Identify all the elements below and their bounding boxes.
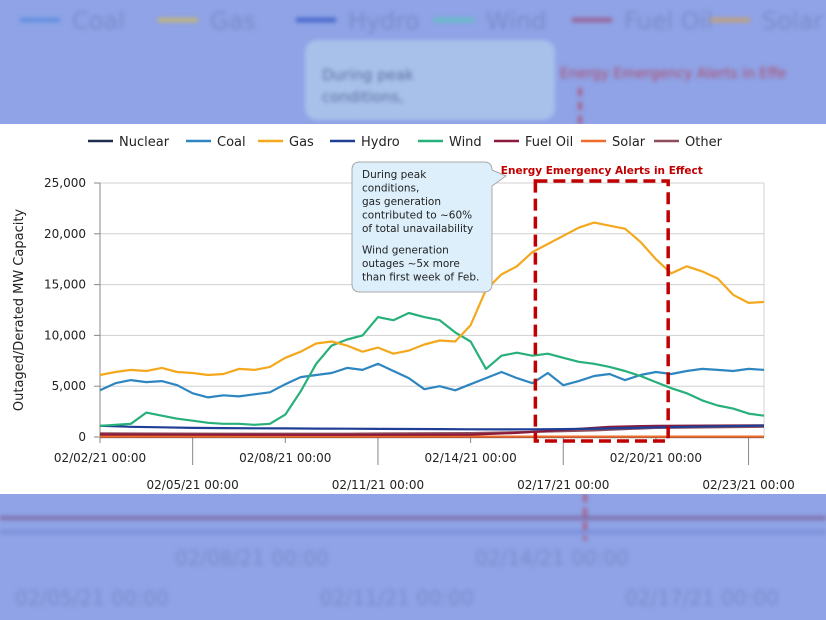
legend-item-label: Hydro — [361, 135, 400, 150]
bg-legend-label: Wind — [486, 7, 546, 35]
legend-item-label: Other — [685, 135, 723, 150]
bg-tick-label: 02/14/21 00:00 — [475, 546, 629, 570]
outage-chart: 0 5,000 10,000 15,000 20,000 25,000 02/02/21 0… — [12, 135, 795, 492]
bg-legend-label: Gas — [210, 7, 256, 35]
callout-line: than first week of Feb. — [362, 272, 479, 284]
x-tick-label: 02/17/21 00:00 — [517, 478, 609, 492]
bg-callout-text: conditions, — [322, 88, 404, 106]
bg-legend-label: Solar — [762, 7, 823, 35]
callout-line: contributed to ~60% — [362, 210, 472, 222]
series-line-wind — [99, 311, 765, 427]
series-line-fuel-oil — [99, 424, 765, 436]
bg-tick-label: 02/17/21 00:00 — [625, 586, 779, 610]
legend: Nuclear Coal Gas Hydro Wind Fuel Oil Solar Othe… — [88, 135, 723, 150]
bg-tick-label: 02/08/21 00:00 — [175, 546, 329, 570]
bg-alert-label: Energy Emergency Alerts in Effe — [560, 66, 786, 82]
legend-item-label: Wind — [449, 135, 482, 150]
callout-bubble — [351, 161, 508, 293]
series-line-hydro — [99, 424, 765, 431]
x-tick-label: 02/02/21 00:00 — [54, 451, 146, 465]
alert-label: Energy Emergency Alerts in Effect — [501, 165, 703, 177]
bg-legend-label: Hydro — [348, 7, 420, 35]
bg-callout-text: During peak — [322, 66, 414, 84]
callout-line: of total unavailability — [362, 223, 473, 235]
x-tick-label: 02/20/21 00:00 — [610, 451, 702, 465]
legend-item-label: Solar — [612, 135, 646, 150]
y-axis-label: Outaged/Derated MW Capacity — [12, 209, 27, 412]
bg-legend-label: Coal — [72, 7, 125, 35]
x-tick-label: 02/08/21 00:00 — [239, 451, 331, 465]
callout-line: outages ~5x more — [362, 258, 460, 270]
legend-item-label: Nuclear — [119, 135, 170, 150]
y-tick-label: 25,000 — [44, 176, 86, 190]
bg-legend-label: Fuel Oil — [624, 7, 713, 35]
y-tick-label: 5,000 — [52, 379, 86, 393]
chart-card: 0 5,000 10,000 15,000 20,000 25,000 02/02/21 0… — [0, 124, 826, 494]
bg-tick-label: 02/11/21 00:00 — [320, 586, 474, 610]
bg-callout — [305, 40, 555, 120]
y-tick-label: 10,000 — [44, 328, 86, 342]
y-tick-label: 20,000 — [44, 227, 86, 241]
legend-item-label: Gas — [289, 135, 314, 150]
callout-line: During peak — [362, 169, 427, 181]
callout-line: Wind generation — [362, 245, 449, 257]
callout-line: conditions, — [362, 183, 419, 195]
legend-item-label: Coal — [217, 135, 246, 150]
x-tick-label: 02/14/21 00:00 — [424, 451, 516, 465]
y-tick-label: 0 — [78, 430, 86, 444]
series-line-gas — [99, 221, 765, 377]
alert-box — [533, 179, 670, 443]
legend-item-label: Fuel Oil — [525, 135, 573, 150]
callout-line: gas generation — [362, 196, 441, 208]
bg-tick-label: 02/05/21 00:00 — [15, 586, 169, 610]
x-tick-label: 02/23/21 00:00 — [702, 478, 794, 492]
y-tick-label: 15,000 — [44, 278, 86, 292]
series-line-coal — [99, 362, 765, 399]
x-tick-label: 02/11/21 00:00 — [332, 478, 424, 492]
x-tick-label: 02/05/21 00:00 — [147, 478, 239, 492]
